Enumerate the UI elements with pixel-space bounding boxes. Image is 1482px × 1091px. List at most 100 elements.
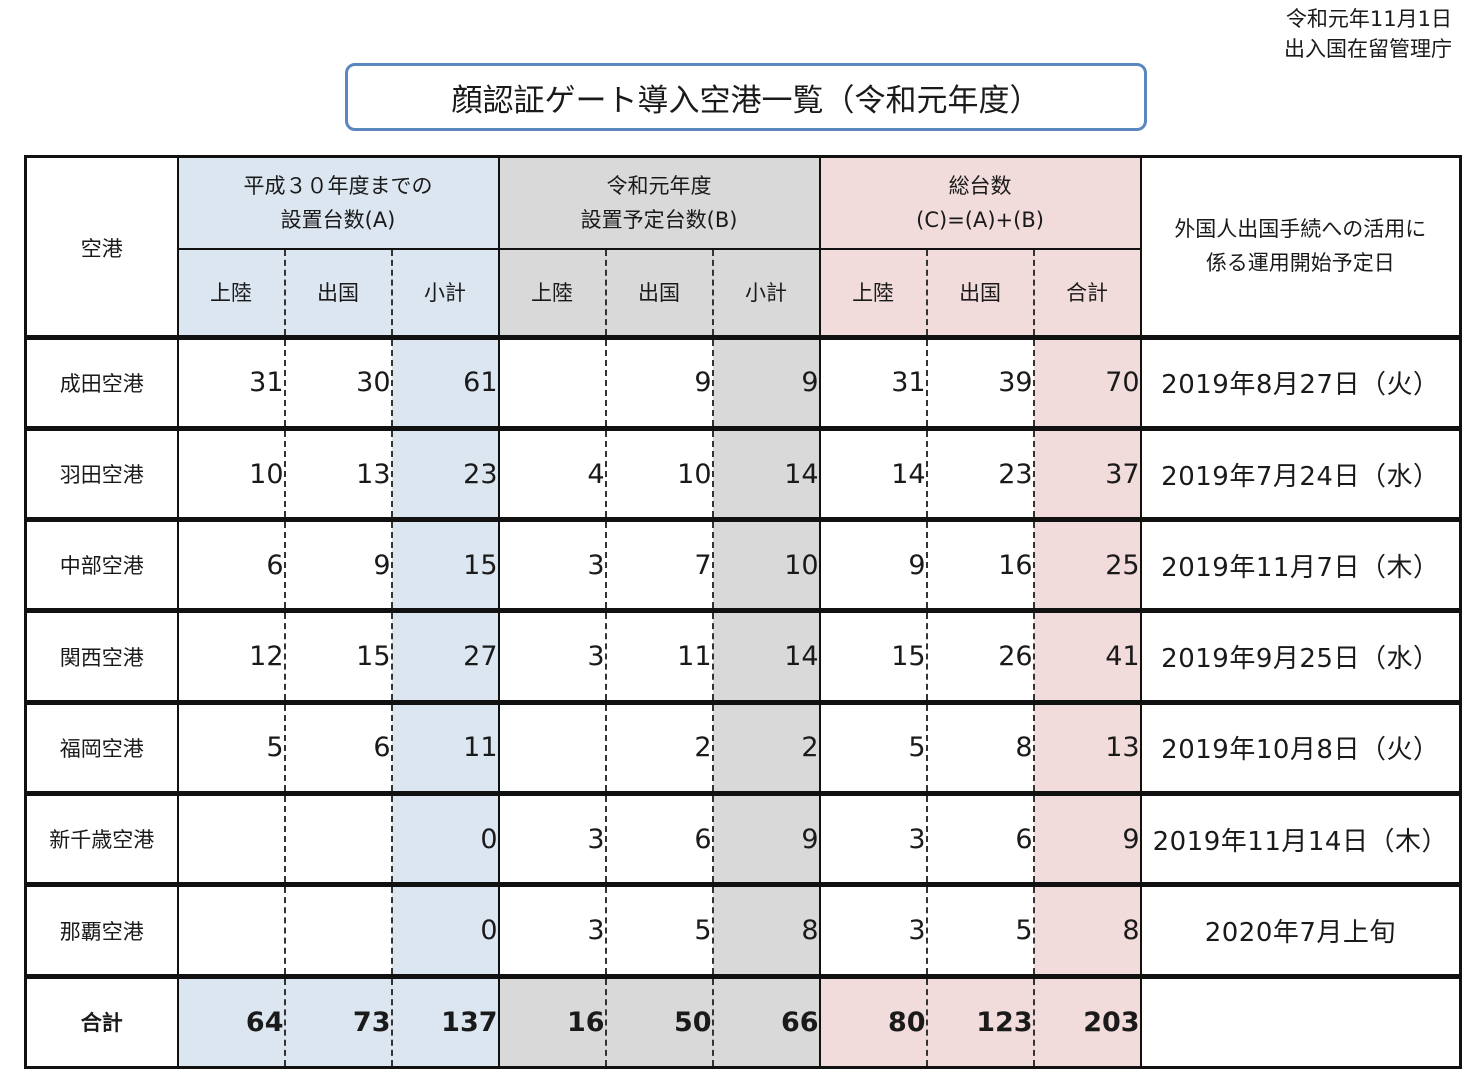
airport-gate-table: 空港 平成３０年度までの 設置台数(A) 令和元年度 設置予定台数(B) 総台数… — [24, 155, 1463, 1069]
header-b-subtotal: 小計 — [711, 247, 821, 339]
header-group-b-line1: 令和元年度 — [606, 173, 712, 198]
header-a-landing: 上陸 — [176, 247, 286, 339]
cell-a-landing: 5 — [176, 699, 286, 795]
header-group-c: 総台数 (C)=(A)+(B) — [818, 155, 1142, 250]
cell-c-departure: 26 — [925, 608, 1035, 704]
cell-a-landing — [176, 791, 286, 886]
cell-b-departure: 9 — [604, 334, 714, 430]
cell-b-departure: 5 — [604, 882, 714, 978]
header-row-groups: 空港 平成３０年度までの 設置台数(A) 令和元年度 設置予定台数(B) 総台数… — [24, 155, 1462, 339]
cell-b-subtotal: 10 — [711, 517, 821, 612]
cell-c-landing: 3 — [818, 882, 928, 978]
cell-b-landing — [497, 334, 607, 430]
cell-c-landing: 14 — [818, 425, 928, 521]
cell-a-departure: 6 — [283, 699, 393, 795]
cell-start-date: 2020年7月上旬 — [1139, 882, 1462, 978]
cell-b-departure: 11 — [604, 608, 714, 704]
cell-airport: 中部空港 — [24, 517, 179, 612]
header-start-date-line2: 係る運用開始予定日 — [1205, 251, 1395, 276]
cell-a-departure: 13 — [283, 425, 393, 521]
cell-airport: 羽田空港 — [24, 425, 179, 521]
header-group-c-line1: 総台数 — [948, 173, 1012, 198]
cell-airport: 那覇空港 — [24, 882, 179, 978]
cell-total-date — [1139, 973, 1462, 1069]
cell-a-subtotal: 27 — [390, 608, 500, 704]
page-title: 顔認証ゲート導入空港一覧（令和元年度） — [345, 63, 1147, 131]
cell-a-subtotal: 0 — [390, 791, 500, 886]
cell-b-subtotal: 9 — [711, 791, 821, 886]
total-cell-b-departure: 50 — [604, 973, 714, 1069]
cell-c-total: 13 — [1032, 699, 1142, 795]
cell-c-landing: 5 — [818, 699, 928, 795]
cell-a-landing: 10 — [176, 425, 286, 521]
cell-airport: 関西空港 — [24, 608, 179, 704]
cell-b-landing: 4 — [497, 425, 607, 521]
cell-b-subtotal: 14 — [711, 425, 821, 521]
cell-b-landing: 3 — [497, 517, 607, 612]
cell-b-departure: 7 — [604, 517, 714, 612]
cell-a-departure: 15 — [283, 608, 393, 704]
header-c-landing: 上陸 — [818, 247, 928, 339]
header-group-a-line2: 設置台数(A) — [280, 207, 396, 232]
total-cell-c-departure: 123 — [925, 973, 1035, 1069]
cell-b-subtotal: 8 — [711, 882, 821, 978]
cell-b-landing: 3 — [497, 608, 607, 704]
header-a-subtotal: 小計 — [390, 247, 500, 339]
cell-c-landing: 9 — [818, 517, 928, 612]
table-row: 成田空港 31 30 61 9 9 31 39 70 2019年8月27日（火） — [24, 334, 1462, 430]
cell-start-date: 2019年9月25日（水） — [1139, 608, 1462, 704]
header-airport: 空港 — [24, 155, 179, 339]
total-cell-c-total: 203 — [1032, 973, 1142, 1069]
cell-c-departure: 16 — [925, 517, 1035, 612]
cell-c-total: 37 — [1032, 425, 1142, 521]
total-cell-b-landing: 16 — [497, 973, 607, 1069]
table-row: 中部空港 6 9 15 3 7 10 9 16 25 2019年11月7日（木） — [24, 517, 1462, 612]
cell-c-departure: 6 — [925, 791, 1035, 886]
totals-row: 合計 64 73 137 16 50 66 80 123 203 — [24, 973, 1462, 1069]
cell-a-subtotal: 23 — [390, 425, 500, 521]
cell-b-departure: 10 — [604, 425, 714, 521]
cell-a-departure — [283, 882, 393, 978]
cell-airport: 成田空港 — [24, 334, 179, 430]
header-group-b: 令和元年度 設置予定台数(B) — [497, 155, 821, 250]
table-row: 関西空港 12 15 27 3 11 14 15 26 41 2019年9月25日（水） — [24, 608, 1462, 704]
cell-a-landing: 31 — [176, 334, 286, 430]
table-row: 羽田空港 10 13 23 4 10 14 14 23 37 2019年7月24日（水） — [24, 425, 1462, 521]
header-a-departure: 出国 — [283, 247, 393, 339]
cell-b-departure: 6 — [604, 791, 714, 886]
table-row: 福岡空港 5 6 11 2 2 5 8 13 2019年10月8日（火） — [24, 699, 1462, 795]
cell-c-total: 41 — [1032, 608, 1142, 704]
cell-start-date: 2019年7月24日（水） — [1139, 425, 1462, 521]
cell-b-landing — [497, 699, 607, 795]
header-group-c-line2: (C)=(A)+(B) — [916, 207, 1044, 232]
issuing-agency: 出入国在留管理庁 — [1284, 37, 1452, 61]
cell-a-subtotal: 11 — [390, 699, 500, 795]
header-start-date-line1: 外国人出国手続への活用に — [1174, 217, 1427, 242]
cell-b-landing: 3 — [497, 791, 607, 886]
table-row: 新千歳空港 0 3 6 9 3 6 9 2019年11月14日（木） — [24, 791, 1462, 886]
cell-airport: 福岡空港 — [24, 699, 179, 795]
header-b-landing: 上陸 — [497, 247, 607, 339]
cell-total-label: 合計 — [24, 973, 179, 1069]
document-meta: 令和元年11月1日 出入国在留管理庁 — [1284, 4, 1452, 64]
header-group-b-line2: 設置予定台数(B) — [580, 207, 738, 232]
cell-a-landing: 12 — [176, 608, 286, 704]
cell-b-subtotal: 9 — [711, 334, 821, 430]
cell-c-total: 9 — [1032, 791, 1142, 886]
header-c-total: 合計 — [1032, 247, 1142, 339]
document-date: 令和元年11月1日 — [1285, 7, 1452, 31]
cell-c-landing: 31 — [818, 334, 928, 430]
total-cell-c-landing: 80 — [818, 973, 928, 1069]
header-group-a: 平成３０年度までの 設置台数(A) — [176, 155, 500, 250]
cell-b-subtotal: 2 — [711, 699, 821, 795]
cell-c-total: 25 — [1032, 517, 1142, 612]
cell-a-subtotal: 0 — [390, 882, 500, 978]
cell-c-departure: 39 — [925, 334, 1035, 430]
cell-b-landing: 3 — [497, 882, 607, 978]
cell-a-departure — [283, 791, 393, 886]
cell-start-date: 2019年8月27日（火） — [1139, 334, 1462, 430]
cell-start-date: 2019年10月8日（火） — [1139, 699, 1462, 795]
total-cell-b-subtotal: 66 — [711, 973, 821, 1069]
header-c-departure: 出国 — [925, 247, 1035, 339]
cell-airport: 新千歳空港 — [24, 791, 179, 886]
